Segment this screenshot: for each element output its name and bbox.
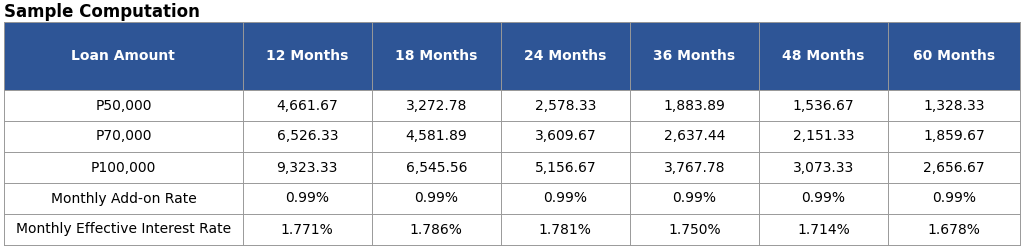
Text: 1.714%: 1.714% <box>797 222 850 237</box>
Text: 1,859.67: 1,859.67 <box>923 129 985 144</box>
Text: 12 Months: 12 Months <box>266 49 348 63</box>
Text: Loan Amount: Loan Amount <box>72 49 175 63</box>
Text: 48 Months: 48 Months <box>782 49 864 63</box>
Text: 3,767.78: 3,767.78 <box>664 160 725 175</box>
Text: 1,328.33: 1,328.33 <box>924 98 985 113</box>
Bar <box>4 90 1020 121</box>
Text: 3,272.78: 3,272.78 <box>406 98 467 113</box>
Text: 6,545.56: 6,545.56 <box>406 160 467 175</box>
Text: 1.771%: 1.771% <box>281 222 334 237</box>
Text: 0.99%: 0.99% <box>673 191 717 206</box>
Text: 18 Months: 18 Months <box>395 49 477 63</box>
Text: 5,156.67: 5,156.67 <box>535 160 596 175</box>
Text: P50,000: P50,000 <box>95 98 152 113</box>
Text: 0.99%: 0.99% <box>286 191 330 206</box>
Text: 6,526.33: 6,526.33 <box>276 129 338 144</box>
Text: 2,637.44: 2,637.44 <box>664 129 725 144</box>
Bar <box>4 214 1020 245</box>
Bar <box>4 152 1020 183</box>
Text: 9,323.33: 9,323.33 <box>276 160 338 175</box>
Text: 1,883.89: 1,883.89 <box>664 98 725 113</box>
Text: Monthly Add-on Rate: Monthly Add-on Rate <box>50 191 197 206</box>
Text: 0.99%: 0.99% <box>932 191 976 206</box>
Bar <box>4 183 1020 214</box>
Text: 3,609.67: 3,609.67 <box>535 129 596 144</box>
Text: 2,151.33: 2,151.33 <box>793 129 854 144</box>
Text: P100,000: P100,000 <box>91 160 156 175</box>
Text: 1.678%: 1.678% <box>928 222 980 237</box>
Text: 2,656.67: 2,656.67 <box>924 160 985 175</box>
Text: P70,000: P70,000 <box>95 129 152 144</box>
Text: 4,581.89: 4,581.89 <box>406 129 467 144</box>
Text: 60 Months: 60 Months <box>913 49 995 63</box>
Text: 24 Months: 24 Months <box>524 49 606 63</box>
Text: 2,578.33: 2,578.33 <box>535 98 596 113</box>
Text: 3,073.33: 3,073.33 <box>793 160 854 175</box>
Text: 1.750%: 1.750% <box>668 222 721 237</box>
Text: 1.781%: 1.781% <box>539 222 592 237</box>
Text: Monthly Effective Interest Rate: Monthly Effective Interest Rate <box>15 222 231 237</box>
Text: 1.786%: 1.786% <box>410 222 463 237</box>
Bar <box>4 121 1020 152</box>
Text: 0.99%: 0.99% <box>544 191 588 206</box>
Text: 0.99%: 0.99% <box>802 191 846 206</box>
Text: Sample Computation: Sample Computation <box>4 3 200 21</box>
Text: 1,536.67: 1,536.67 <box>793 98 854 113</box>
Text: 0.99%: 0.99% <box>415 191 459 206</box>
Text: 4,661.67: 4,661.67 <box>276 98 338 113</box>
Bar <box>4 22 1020 90</box>
Text: 36 Months: 36 Months <box>653 49 735 63</box>
